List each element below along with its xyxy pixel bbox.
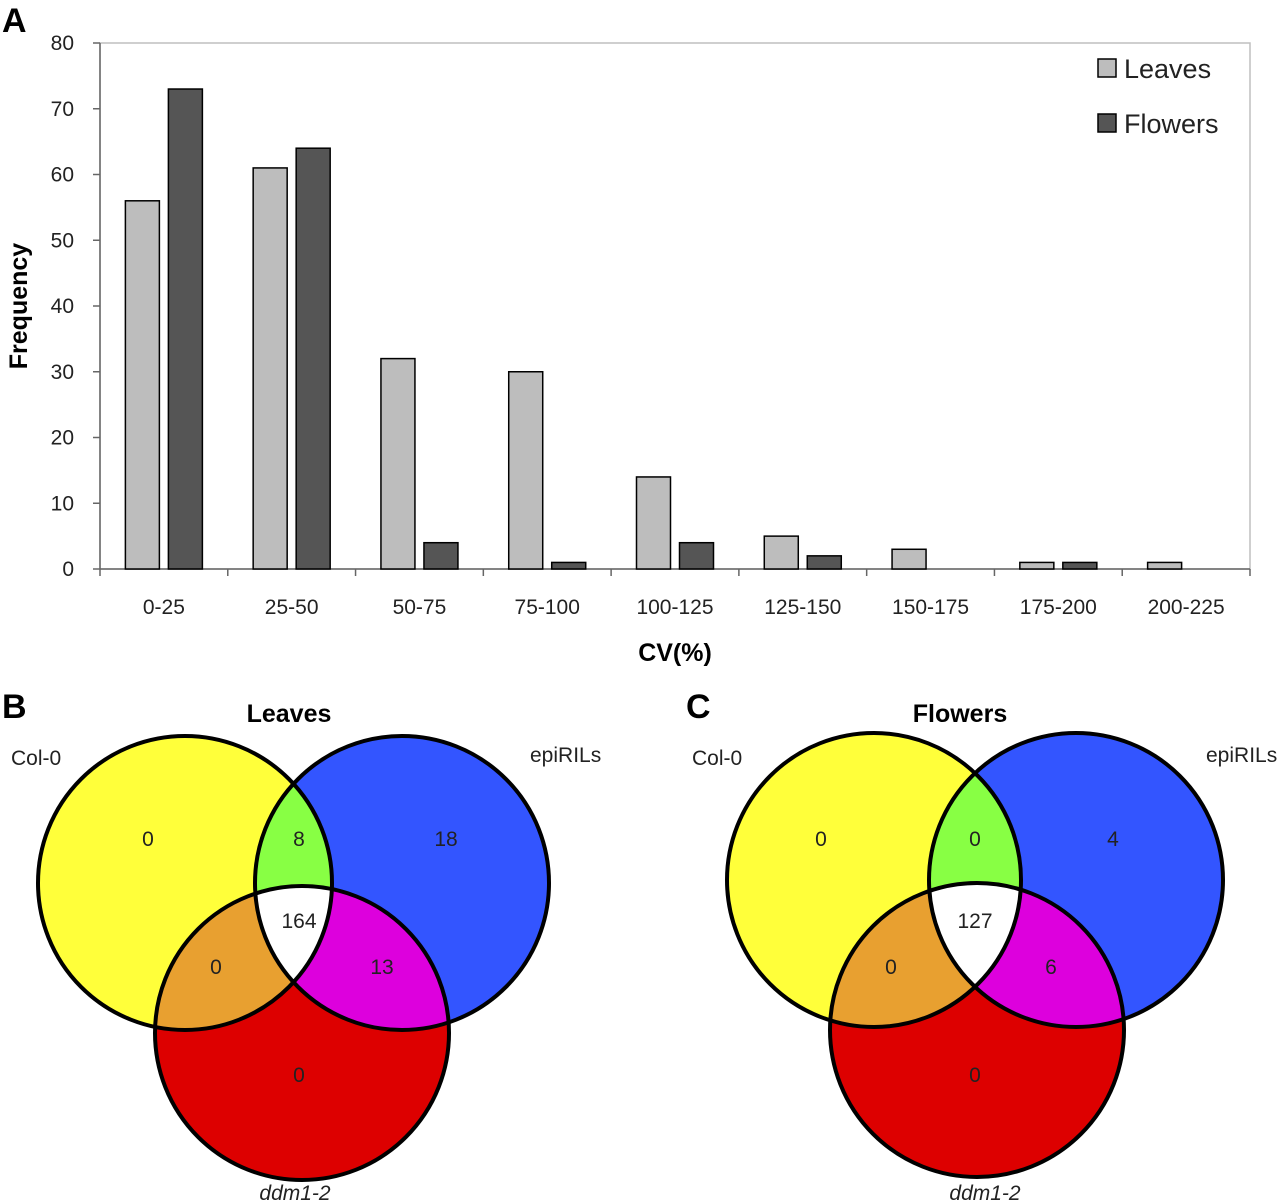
y-tick-label: 30 [51, 361, 74, 384]
venn-panel-leaves: B Leaves [2, 688, 601, 1200]
value-col0-ddm12: 0 [885, 956, 897, 979]
bar-leaves-50-75 [380, 357, 416, 570]
venn-regions-flowers [725, 731, 1225, 1179]
x-tick-label: 50-75 [393, 596, 447, 619]
bar-leaves-0-25 [124, 200, 161, 570]
value-col0-ddm12: 0 [210, 956, 222, 979]
value-col0-only: 0 [142, 828, 154, 851]
bar-flowers-50-75 [423, 541, 459, 570]
x-tick-label: 100-125 [636, 596, 713, 619]
value-all: 164 [281, 910, 316, 933]
y-tick-label: 20 [51, 427, 74, 450]
panel-letter-a: A [2, 2, 27, 40]
x-tick-label: 200-225 [1148, 596, 1225, 619]
legend-swatch-flowers [1097, 113, 1117, 133]
venn-title-leaves: Leaves [247, 700, 332, 728]
value-col0-epirils: 0 [969, 828, 981, 851]
bar-flowers-25-50 [295, 147, 331, 570]
bar-flowers-175-200 [1062, 561, 1098, 570]
bar-leaves-25-50 [252, 167, 288, 570]
bar-flowers-0-25 [167, 88, 204, 570]
value-col0-epirils: 8 [293, 828, 305, 851]
set-label-epirils: epiRILs [530, 744, 601, 767]
y-tick-label: 0 [62, 558, 74, 581]
set-label-epirils: epiRILs [1206, 744, 1277, 767]
value-epirils-only: 4 [1107, 828, 1119, 851]
venn-regions-leaves [36, 734, 551, 1182]
set-label-col0: Col-0 [692, 747, 742, 770]
bar-leaves-200-225 [1146, 561, 1183, 570]
value-ddm12-only: 0 [293, 1064, 305, 1087]
y-tick-label: 50 [51, 229, 74, 252]
bar-leaves-75-100 [507, 371, 544, 570]
set-label-col0: Col-0 [11, 747, 61, 770]
x-tick-label: 150-175 [892, 596, 969, 619]
panel-letter-b: B [2, 688, 27, 726]
venn-title-flowers: Flowers [913, 700, 1007, 728]
venn-region-epirils-ddm12 [255, 886, 449, 1030]
venn-outline-ddm12 [828, 881, 1126, 1179]
x-tick-label: 75-100 [515, 596, 580, 619]
chart-legend: Leaves Flowers [1097, 54, 1219, 139]
bar-chart-marks [124, 88, 1183, 570]
bar-flowers-125-150 [806, 555, 843, 570]
venn-outline-epirils [927, 731, 1225, 1029]
venn-region-col0-ddm12 [830, 883, 1021, 1027]
panel-letter-c: C [686, 688, 711, 726]
x-tick-label: 175-200 [1020, 596, 1097, 619]
bar-leaves-150-175 [891, 548, 927, 570]
bar-leaves-175-200 [1019, 561, 1055, 570]
legend-label-flowers: Flowers [1124, 109, 1219, 139]
bar-flowers-100-125 [678, 541, 715, 570]
x-axis-label: CV(%) [638, 639, 712, 667]
set-label-ddm12: ddm1-2 [949, 1182, 1021, 1200]
venn-region-epirils-ddm12 [929, 883, 1124, 1027]
y-tick-label: 80 [51, 32, 74, 55]
y-tick-label: 40 [51, 295, 74, 318]
legend-swatch-leaves [1097, 58, 1117, 78]
y-tick-label: 60 [51, 164, 74, 187]
bar-leaves-100-125 [635, 476, 672, 570]
venn-outline-col0 [36, 734, 334, 1032]
y-axis-label: Frequency [5, 243, 33, 370]
value-epirils-ddm12: 13 [370, 956, 393, 979]
venn-outline-col0 [725, 731, 1023, 1029]
venn-panel-flowers: C Flowers [686, 688, 1277, 1200]
legend-label-leaves: Leaves [1124, 54, 1211, 84]
bar-leaves-125-150 [763, 535, 800, 570]
value-epirils-ddm12: 6 [1045, 956, 1057, 979]
venn-outline-ddm12 [153, 884, 451, 1182]
x-tick-label: 0-25 [143, 596, 185, 619]
value-ddm12-only: 0 [969, 1064, 981, 1087]
bar-flowers-75-100 [550, 561, 587, 570]
venn-region-col0-ddm12 [155, 886, 332, 1030]
y-tick-label: 10 [51, 492, 74, 515]
bar-chart-panel: A 0 10 20 30 40 50 60 70 80 0-25 25-50 50-75 75-100 1… [2, 2, 1251, 667]
x-tick-label: 125-150 [764, 596, 841, 619]
set-label-ddm12: ddm1-2 [259, 1182, 331, 1200]
venn-outline-epirils [253, 734, 551, 1032]
bar-chart-axes: 0 10 20 30 40 50 60 70 80 0-25 25-50 50-75 75-100 100… [51, 32, 1251, 619]
value-epirils-only: 18 [434, 828, 457, 851]
y-tick-label: 70 [51, 98, 74, 121]
value-col0-only: 0 [815, 828, 827, 851]
value-all: 127 [957, 910, 992, 933]
x-tick-label: 25-50 [265, 596, 319, 619]
